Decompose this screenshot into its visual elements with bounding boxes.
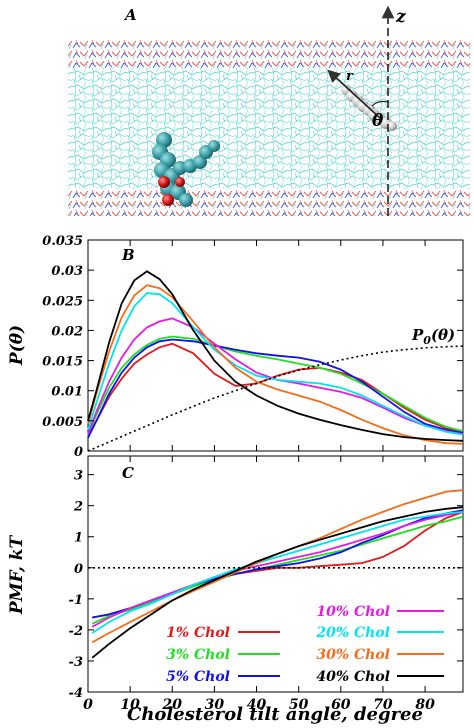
panel-c-ylabel: PMF, kT <box>7 535 27 616</box>
r-vector-arrow <box>327 69 381 119</box>
y-tick-label: -4 <box>69 686 83 701</box>
y-tick-label: 0.035 <box>42 234 83 249</box>
y-tick-label: -1 <box>69 593 83 608</box>
panel-b-ylabel: P(θ) <box>7 325 27 366</box>
x-tick-label: 20 <box>162 697 183 713</box>
legend-label: 5% Chol <box>166 669 230 685</box>
x-tick-label: 70 <box>373 697 393 713</box>
series-line-40-chol <box>91 506 464 659</box>
theta-label: θ <box>372 111 384 131</box>
y-tick-label: 3 <box>74 469 83 484</box>
theta-arc <box>371 100 389 107</box>
x-tick-label: 80 <box>415 697 435 713</box>
p0-annotation: P0(θ) <box>411 326 455 347</box>
y-tick-label: 0.005 <box>42 415 83 430</box>
series-line-10-chol <box>87 317 464 435</box>
membrane-tails <box>68 58 470 208</box>
lower-headgroups <box>68 188 470 216</box>
y-tick-label: 0 <box>74 445 83 460</box>
y-tick-label: 2 <box>73 500 83 515</box>
y-tick-label: 0.01 <box>51 385 83 400</box>
x-tick-label: 60 <box>331 697 351 713</box>
legend-label: 10% Chol <box>316 604 390 620</box>
panel-b-frame <box>87 239 464 452</box>
upper-headgroups <box>68 40 470 68</box>
panel-b-plot-area <box>87 270 464 452</box>
cholesterol-molecule-left <box>152 132 220 207</box>
y-tick-label: 0.025 <box>42 294 83 309</box>
series-line-1-chol <box>87 342 464 437</box>
y-tick-label: 0 <box>74 562 83 577</box>
legend-label: 40% Chol <box>316 669 390 685</box>
series-line-10-chol <box>91 511 464 628</box>
series-line-3-chol <box>87 335 464 437</box>
y-tick-label: 0.015 <box>42 355 83 370</box>
panel-b-axes: 0 0.005 0.01 0.015 0.02 0.025 0.03 0.035 <box>42 234 463 460</box>
r-label: r <box>346 69 354 84</box>
panel-b-chart: 0 0.005 0.01 0.015 0.02 0.025 0.03 0.035 B P(θ)… <box>7 234 464 460</box>
cholesterol-molecule-right <box>341 85 397 131</box>
series-line-20-chol <box>91 511 464 634</box>
y-tick-label: 0.02 <box>51 324 83 339</box>
panel-c-plot-area <box>88 489 464 659</box>
legend-label: 1% Chol <box>166 625 230 641</box>
x-tick-label: 40 <box>247 697 267 713</box>
panel-a: A z r θ <box>68 5 470 216</box>
legend-label: 20% Chol <box>315 625 390 641</box>
panel-c-xlabel: Cholesterol tilt angle, degree <box>127 704 423 725</box>
series-line-20-chol <box>87 292 464 436</box>
legend-label: 30% Chol <box>316 647 390 663</box>
series-line-3-chol <box>91 515 464 625</box>
z-label: z <box>395 7 406 27</box>
panel-a-label: A <box>123 6 137 24</box>
x-tick-label: 50 <box>289 697 309 713</box>
x-tick-label: 30 <box>205 697 225 713</box>
y-tick-label: 1 <box>74 531 83 546</box>
y-tick-label: -2 <box>69 624 83 639</box>
series-line-30-chol <box>87 284 464 445</box>
legend-label: 3% Chol <box>166 647 230 663</box>
series-line-5-chol <box>87 338 464 439</box>
panel-c-label: C <box>122 464 134 482</box>
y-tick-label: -3 <box>69 655 83 670</box>
panel-c-frame <box>87 455 464 693</box>
legend: 1% Chol 3% Chol 5% Chol 10% Chol 20% Chol 30%… <box>166 604 444 685</box>
x-tick-label: 10 <box>120 697 140 713</box>
y-tick-label: 0.03 <box>51 264 83 279</box>
series-line-40-chol <box>87 270 464 442</box>
x-tick-label: 0 <box>83 697 93 713</box>
panel-b-label: B <box>121 246 135 264</box>
